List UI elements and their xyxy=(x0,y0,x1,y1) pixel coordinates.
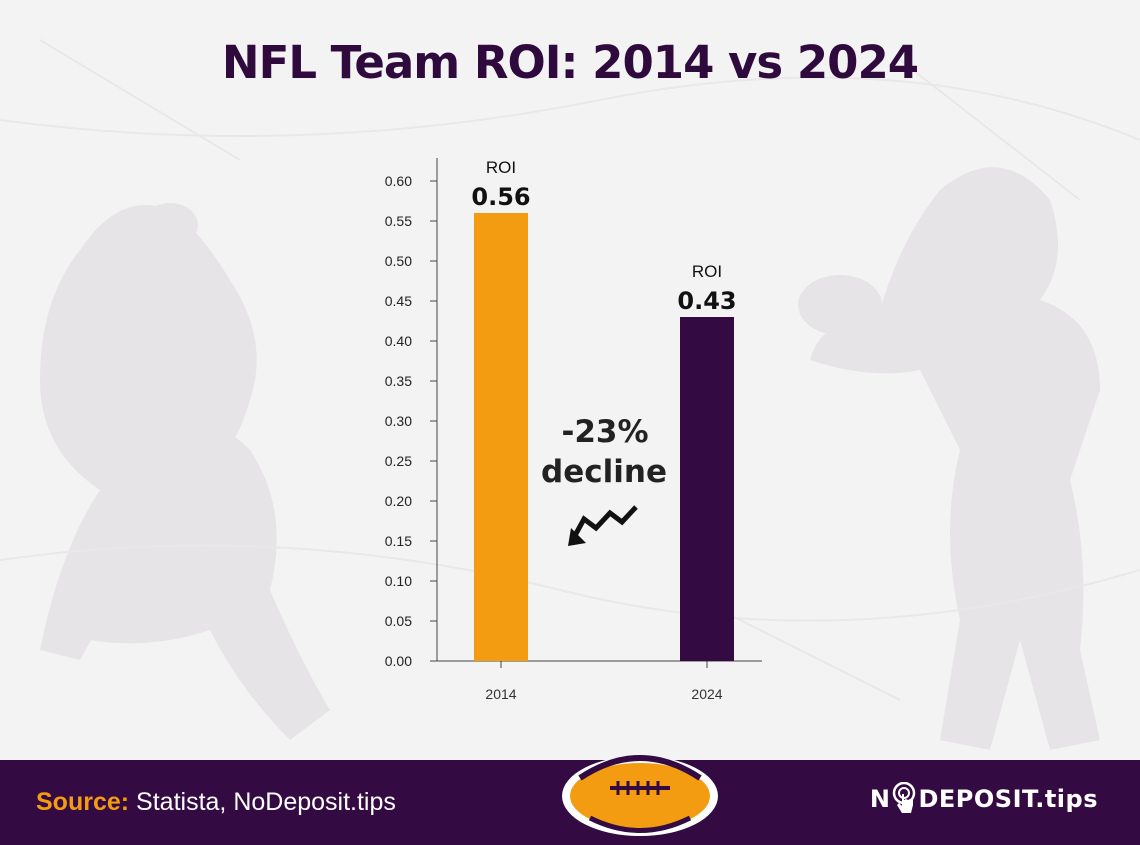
y-tick-label: 0.30 xyxy=(385,413,412,429)
bar-2014 xyxy=(474,213,528,661)
y-tick-label: 0.55 xyxy=(385,213,412,229)
x-axis: 2014 2024 xyxy=(437,660,762,702)
value-label-prefix: ROI xyxy=(692,262,722,281)
football-icon xyxy=(562,755,718,836)
brand-logo: N DEPOSIT.tips xyxy=(870,782,1098,816)
footer: Source: Statista, NoDeposit.tips N DEPOS… xyxy=(0,755,1140,845)
y-tick-label: 0.35 xyxy=(385,373,412,389)
trend-down-arrow-icon xyxy=(568,505,638,546)
chart-title: NFL Team ROI: 2014 vs 2024 xyxy=(221,36,919,89)
bar-chart: 0.00 0.05 0.10 0.15 0.20 0.25 0.30 0.35 0.40 0.45… xyxy=(385,158,762,702)
logo-prefix: N xyxy=(869,785,891,813)
pointer-hand-icon xyxy=(893,782,916,813)
decline-annotation: -23% decline xyxy=(541,414,667,546)
bar-2024 xyxy=(680,317,734,661)
y-axis: 0.00 0.05 0.10 0.15 0.20 0.25 0.30 0.35 0.40 0.45… xyxy=(385,158,438,669)
value-label-prefix: ROI xyxy=(486,158,516,177)
y-tick-label: 0.15 xyxy=(385,533,412,549)
bars xyxy=(474,213,734,661)
source-text: Statista, NoDeposit.tips xyxy=(136,788,396,816)
y-tick-label: 0.20 xyxy=(385,493,412,509)
y-tick-label: 0.00 xyxy=(385,653,412,669)
x-tick-label: 2014 xyxy=(485,686,516,702)
y-tick-label: 0.60 xyxy=(385,173,412,189)
y-tick-label: 0.40 xyxy=(385,333,412,349)
y-tick-label: 0.45 xyxy=(385,293,412,309)
y-tick-label: 0.50 xyxy=(385,253,412,269)
annotation-decline: decline xyxy=(541,454,667,490)
source-note: Source: Statista, NoDeposit.tips xyxy=(36,788,396,817)
value-label: 0.56 xyxy=(471,183,530,211)
y-tick-label: 0.10 xyxy=(385,573,412,589)
y-tick-label: 0.25 xyxy=(385,453,412,469)
annotation-percent: -23% xyxy=(561,414,648,450)
y-tick-label: 0.05 xyxy=(385,613,412,629)
x-tick-label: 2024 xyxy=(691,686,722,702)
source-label: Source: xyxy=(36,788,130,816)
logo-suffix: DEPOSIT.tips xyxy=(918,785,1098,813)
value-labels: ROI 0.56 ROI 0.43 xyxy=(471,158,736,315)
value-label: 0.43 xyxy=(677,287,736,315)
